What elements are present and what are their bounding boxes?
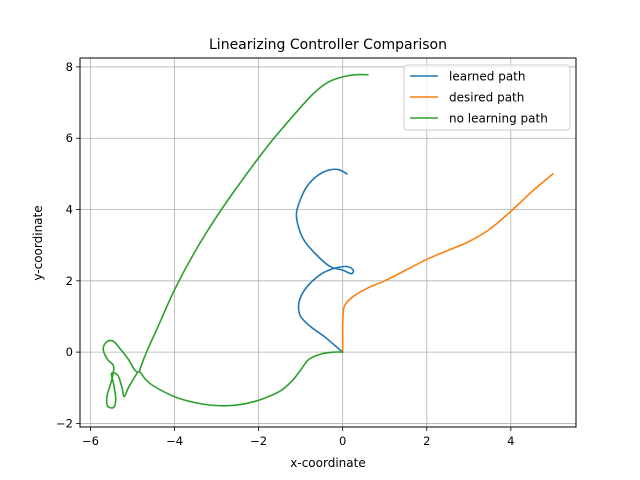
chart-title: Linearizing Controller Comparison <box>209 37 447 53</box>
x-tick-label: −2 <box>250 434 267 448</box>
legend-label-learned-path: learned path <box>449 70 526 84</box>
y-axis-label: y-coordinate <box>31 205 45 280</box>
y-tick-label: 2 <box>66 274 73 288</box>
series-line-no-learning-path <box>102 73 369 409</box>
y-tick-label: 4 <box>66 203 73 217</box>
y-tick-label: 8 <box>66 60 73 74</box>
series-line-learned-path <box>295 168 355 353</box>
legend-label-desired-path: desired path <box>449 91 524 105</box>
legend-box <box>403 64 571 131</box>
x-axis-label: x-coordinate <box>290 456 365 470</box>
y-tick-label: −2 <box>56 416 73 430</box>
x-tick-label: −6 <box>82 434 99 448</box>
x-tick-label: 0 <box>339 434 346 448</box>
axes-frame <box>79 57 577 428</box>
x-tick-label: −4 <box>166 434 183 448</box>
grid <box>80 58 576 427</box>
y-tick-label: 6 <box>66 131 73 145</box>
legend-label-no-learning-path: no learning path <box>449 112 548 126</box>
y-tick-label: 0 <box>66 345 73 359</box>
x-tick-label: 2 <box>423 434 430 448</box>
series-line-desired-path <box>341 173 554 353</box>
plot-area <box>102 73 554 409</box>
legend: learned path desired path no learning path <box>403 64 571 131</box>
x-tick-label: 4 <box>507 434 514 448</box>
axis-ticks: −6 −4 −2 0 2 4 −2 0 2 4 6 8 <box>56 60 514 448</box>
